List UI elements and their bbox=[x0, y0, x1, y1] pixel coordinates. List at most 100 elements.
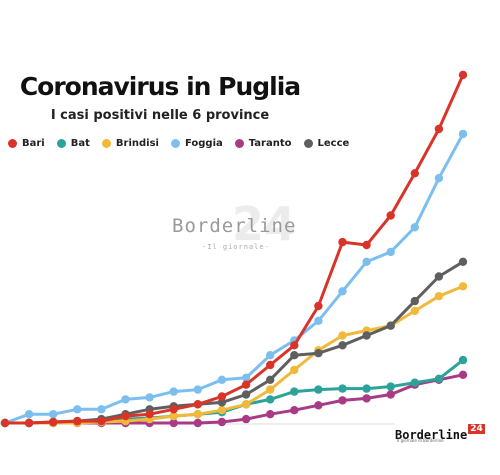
point-taranto bbox=[241, 414, 251, 424]
point-lecce bbox=[362, 331, 371, 340]
legend-item-lecce: Lecce bbox=[303, 138, 349, 149]
legend-marker bbox=[8, 139, 17, 148]
point-brindisi bbox=[290, 365, 299, 375]
watermark: 24 Borderline -Il giornale- bbox=[172, 197, 317, 265]
point-foggia bbox=[24, 410, 34, 419]
watermark-name: Borderline bbox=[172, 215, 297, 237]
point-brindisi bbox=[193, 410, 202, 419]
legend-item-foggia: Foggia bbox=[170, 138, 223, 149]
point-lecce bbox=[386, 321, 395, 330]
legend-marker bbox=[170, 139, 180, 148]
point-foggia bbox=[241, 373, 251, 382]
point-lecce bbox=[290, 351, 299, 360]
point-brindisi bbox=[266, 385, 275, 394]
point-bari bbox=[410, 169, 419, 178]
logo-number: 24 bbox=[468, 424, 485, 434]
point-bari bbox=[338, 237, 347, 247]
point-foggia bbox=[169, 387, 178, 396]
point-bari bbox=[386, 211, 395, 220]
point-bat bbox=[314, 385, 323, 394]
point-brindisi bbox=[338, 331, 347, 340]
point-foggia bbox=[434, 174, 444, 183]
line-foggia bbox=[4, 133, 465, 425]
point-bat bbox=[290, 387, 299, 396]
point-lecce bbox=[266, 375, 275, 384]
chart-subtitle: I casi positivi nelle 6 province bbox=[50, 108, 270, 123]
point-bari bbox=[241, 380, 251, 389]
point-lecce bbox=[241, 390, 251, 399]
point-bari bbox=[458, 70, 468, 80]
point-taranto bbox=[266, 410, 275, 419]
point-bari bbox=[434, 124, 444, 134]
point-bari bbox=[217, 392, 227, 401]
point-foggia bbox=[266, 351, 275, 360]
point-lecce bbox=[434, 272, 444, 281]
point-bari bbox=[49, 417, 58, 427]
legend-label: Bari bbox=[22, 138, 45, 149]
point-foggia bbox=[410, 223, 419, 232]
point-bari bbox=[0, 418, 10, 428]
legend-label: Foggia bbox=[184, 138, 223, 149]
point-brindisi bbox=[169, 411, 178, 421]
legend-item-taranto: Taranto bbox=[234, 138, 292, 149]
logo-tagline: Il giornale di Borderline bbox=[397, 438, 444, 443]
series-layer bbox=[0, 70, 468, 428]
point-bari bbox=[362, 240, 371, 250]
point-bari bbox=[73, 416, 82, 426]
point-bari bbox=[193, 400, 202, 409]
point-bari bbox=[145, 410, 154, 419]
point-taranto bbox=[193, 418, 202, 428]
point-lecce bbox=[217, 398, 227, 407]
series-foggia bbox=[0, 129, 468, 428]
point-brindisi bbox=[217, 406, 227, 415]
point-bat bbox=[434, 374, 444, 383]
legend-item-bari: Bari bbox=[8, 138, 45, 149]
watermark-number: 24 bbox=[232, 197, 297, 251]
point-bari bbox=[121, 411, 130, 421]
point-taranto bbox=[386, 390, 395, 399]
line-brindisi bbox=[5, 284, 464, 425]
legend: Bari Bat Brindisi Foggia Taranto Lecce bbox=[8, 138, 361, 149]
point-bari bbox=[290, 341, 299, 350]
point-bari bbox=[97, 416, 106, 426]
point-bari bbox=[169, 405, 178, 414]
point-bat bbox=[362, 384, 371, 393]
point-foggia bbox=[362, 257, 371, 266]
legend-item-bat: Bat bbox=[56, 138, 90, 149]
point-bat bbox=[458, 355, 468, 365]
point-taranto bbox=[362, 394, 371, 403]
point-taranto bbox=[338, 396, 347, 405]
point-taranto bbox=[290, 406, 299, 415]
legend-label: Bat bbox=[70, 138, 90, 149]
point-foggia bbox=[73, 405, 82, 414]
point-foggia bbox=[193, 385, 202, 394]
point-bari bbox=[24, 418, 34, 428]
point-foggia bbox=[97, 405, 106, 414]
point-taranto bbox=[458, 370, 468, 379]
point-foggia bbox=[49, 410, 58, 419]
point-lecce bbox=[458, 257, 468, 266]
point-taranto bbox=[314, 401, 323, 410]
series-lecce bbox=[0, 257, 468, 428]
point-foggia bbox=[314, 316, 323, 325]
point-foggia bbox=[386, 247, 395, 257]
logo-name: Borderline bbox=[395, 428, 468, 442]
point-bat bbox=[338, 384, 347, 393]
series-bari bbox=[0, 70, 468, 428]
point-lecce bbox=[314, 349, 323, 358]
point-brindisi bbox=[410, 306, 419, 316]
legend-marker bbox=[56, 139, 66, 148]
point-bat bbox=[410, 378, 419, 387]
legend-marker bbox=[234, 139, 244, 148]
point-bari bbox=[314, 301, 323, 311]
point-foggia bbox=[121, 395, 130, 404]
legend-label: Taranto bbox=[248, 138, 292, 149]
chart-title: Coronavirus in Puglia bbox=[19, 72, 301, 101]
point-brindisi bbox=[458, 282, 468, 291]
legend-item-brindisi: Brindisi bbox=[101, 138, 159, 149]
point-taranto bbox=[169, 418, 178, 428]
legend-label: Brindisi bbox=[115, 138, 159, 149]
point-brindisi bbox=[434, 292, 444, 301]
point-foggia bbox=[458, 129, 468, 139]
